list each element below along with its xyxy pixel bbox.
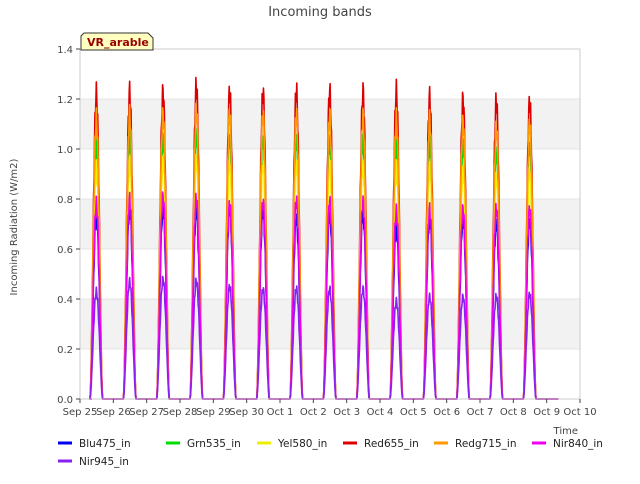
x-tick-label: Oct 10 <box>563 407 596 418</box>
badge-shape <box>80 32 154 51</box>
y-tick-label: 1.4 <box>57 45 73 56</box>
y-tick-label: 0.4 <box>57 295 73 306</box>
x-tick-label: Sep 25 <box>63 407 98 418</box>
y-axis-label: Incoming Radiation (W/m2) <box>9 158 20 295</box>
x-tick-label: Oct 3 <box>333 407 360 418</box>
grid-band <box>80 299 580 349</box>
legend: Blu475_in Grn535_in Yel580_in Red655_in Redg… <box>58 438 603 468</box>
x-tick-label: Oct 2 <box>300 407 327 418</box>
x-axis-label: Time <box>553 426 578 437</box>
y-axis: 0.0 0.2 0.4 0.6 0.8 1.0 1.2 1.4 <box>57 45 80 406</box>
y-tick-label: 0.0 <box>57 395 73 406</box>
x-tick-label: Oct 9 <box>533 407 560 418</box>
y-tick-label: 0.8 <box>57 195 73 206</box>
x-tick-label: Oct 1 <box>267 407 294 418</box>
legend-label: Red655_in <box>364 438 419 450</box>
legend-label: Grn535_in <box>187 438 241 450</box>
x-tick-label: Oct 8 <box>500 407 527 418</box>
legend-label: Nir945_in <box>79 456 129 468</box>
y-tick-label: 0.6 <box>57 245 73 256</box>
legend-label: Blu475_in <box>79 438 131 450</box>
x-tick-label: Sep 27 <box>129 407 164 418</box>
chart-title: Incoming bands <box>268 5 372 20</box>
legend-label: Yel580_in <box>277 438 327 450</box>
x-tick-label: Sep 30 <box>229 407 264 418</box>
x-tick-label: Sep 26 <box>96 407 131 418</box>
y-tick-label: 0.2 <box>57 345 73 356</box>
badge-label: VR_arable <box>87 36 149 49</box>
legend-label: Nir840_in <box>553 438 603 450</box>
x-tick-label: Sep 29 <box>196 407 231 418</box>
legend-label: Redg715_in <box>455 438 516 450</box>
y-tick-label: 1.2 <box>57 95 73 106</box>
x-tick-label: Oct 6 <box>433 407 460 418</box>
x-tick-label: Oct 7 <box>467 407 494 418</box>
site-badge: VR_arable <box>80 32 154 51</box>
x-tick-label: Sep 28 <box>163 407 198 418</box>
x-tick-label: Oct 4 <box>367 407 394 418</box>
y-tick-label: 1.0 <box>57 145 73 156</box>
x-tick-label: Oct 5 <box>400 407 427 418</box>
plot-frame <box>79 48 581 400</box>
